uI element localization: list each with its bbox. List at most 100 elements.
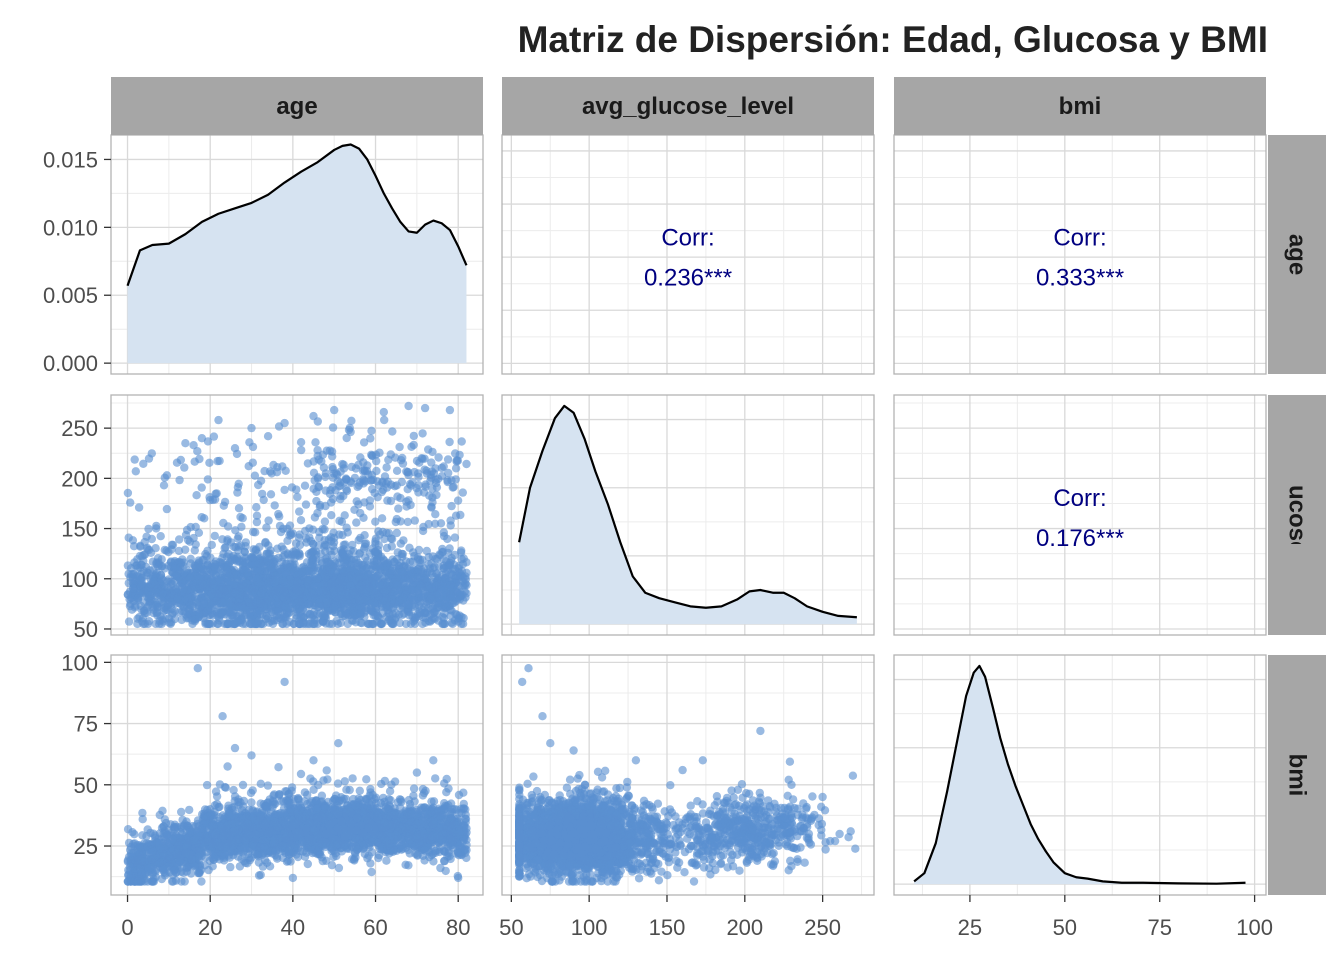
data-point [175,608,184,617]
data-point [156,532,165,541]
data-point [305,610,315,619]
data-point [349,607,358,616]
data-point [405,611,414,620]
data-point [410,551,419,561]
data-point [412,484,421,493]
data-point [383,605,392,615]
data-point [296,612,305,621]
data-point [334,482,344,491]
data-point [427,502,436,511]
data-point [382,463,391,472]
data-point [206,577,216,587]
data-point [192,491,201,500]
data-point [205,493,214,502]
data-point [443,455,453,464]
data-point [251,545,261,554]
data-point [272,468,282,477]
data-point [367,426,376,435]
data-point [462,459,471,469]
data-point [451,475,460,484]
data-point [337,517,347,526]
data-point [457,546,466,555]
data-point [134,503,144,512]
data-point [398,453,407,463]
data-point [294,587,304,596]
data-point [414,472,423,482]
data-point [388,427,397,436]
data-point [379,407,388,417]
data-point [250,471,260,480]
data-point [321,501,330,511]
data-point [288,529,297,538]
data-point [373,611,382,620]
data-point [200,514,209,523]
data-point [372,572,382,581]
data-point [220,619,229,629]
data-point [418,568,427,577]
data-point [293,492,302,502]
data-point [427,458,436,467]
data-point [175,599,184,608]
data-point [395,442,404,452]
data-point [359,595,369,604]
data-point [412,456,422,466]
data-point [431,478,441,488]
data-point [292,485,301,494]
data-point [386,480,396,489]
data-point [409,440,418,450]
data-point [444,468,453,478]
data-point [265,549,275,558]
data-point [266,587,276,596]
data-point [335,577,344,586]
data-point [359,513,368,522]
data-point [244,588,253,598]
data-point [229,580,238,589]
corr-value: 0.176*** [1036,525,1124,552]
data-point [379,485,388,494]
data-point [321,619,331,628]
data-point [143,545,152,554]
data-point [424,519,433,529]
chart-title: Matriz de Dispersión: Edad, Glucosa y BM… [518,19,1268,60]
data-point [241,542,250,551]
data-point [388,590,397,600]
data-point [131,467,140,476]
data-point [214,415,223,425]
data-point [409,431,418,441]
data-point [326,568,336,577]
data-point [263,556,273,565]
data-point [210,531,219,541]
corr-label: Corr: [661,225,714,252]
data-point [151,619,160,629]
data-point [312,574,322,583]
data-point [248,553,257,562]
data-point [187,601,196,610]
data-point [372,555,381,564]
data-point [431,510,440,519]
data-point [435,580,444,589]
data-point [346,546,355,555]
data-point [333,619,342,629]
data-point [387,542,396,551]
data-point [130,455,139,464]
data-point [135,551,145,561]
density-age [126,143,468,364]
data-point [193,447,202,456]
data-point [427,467,436,476]
data-point [457,554,466,564]
data-point [340,600,349,609]
data-point [443,476,452,485]
data-point [128,536,138,545]
data-point [342,486,352,496]
data-point [434,616,443,625]
data-point [280,485,289,495]
data-point [238,514,247,523]
data-point [372,466,381,476]
data-point [359,560,369,570]
data-point [205,458,214,467]
data-point [285,521,295,530]
data-point [314,598,324,607]
data-point [327,511,336,520]
data-point [439,462,448,471]
data-point [461,572,470,581]
